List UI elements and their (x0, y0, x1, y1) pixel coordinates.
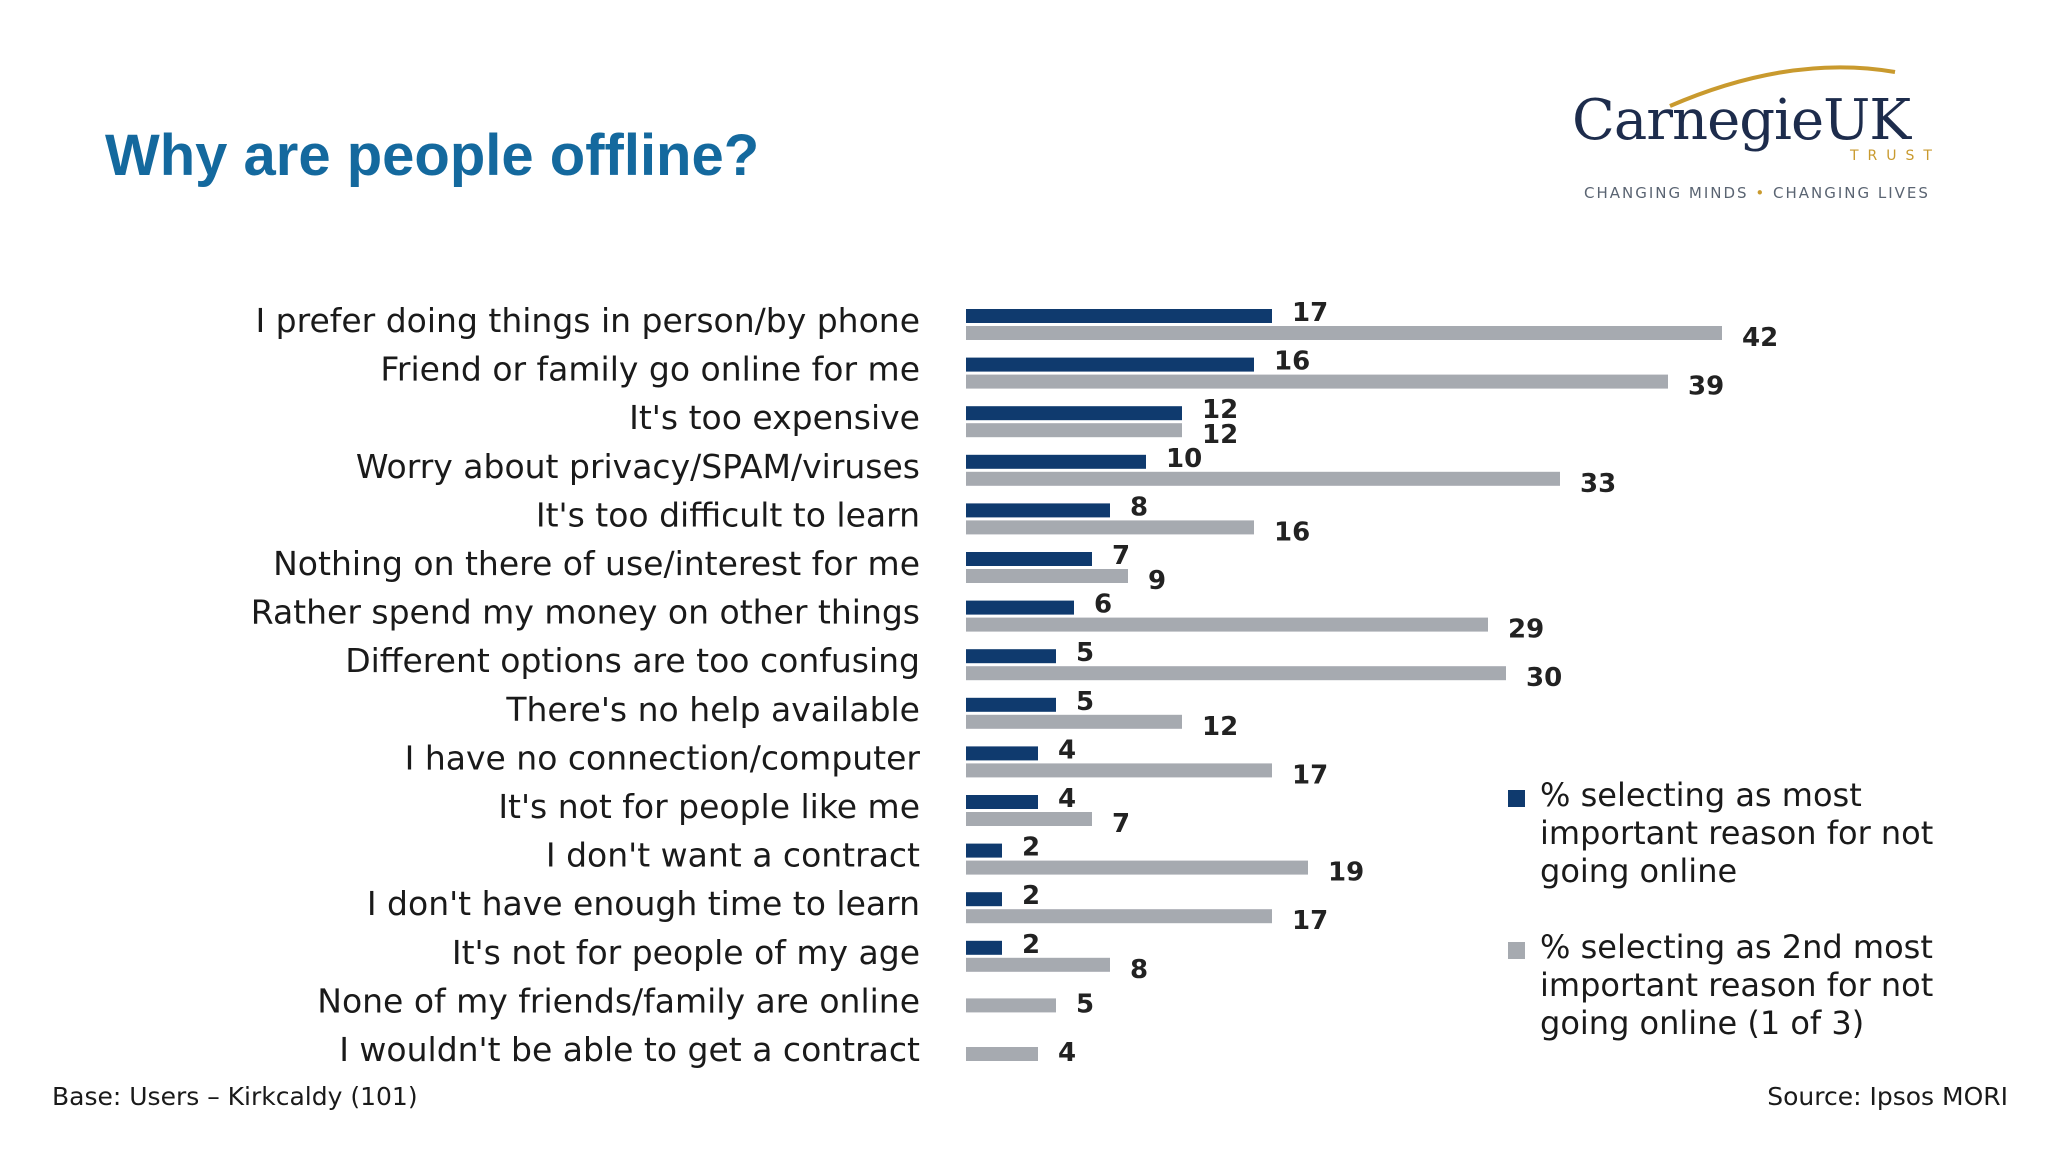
category-label: It's not for people like me (498, 787, 920, 826)
data-label-second-important: 17 (1292, 906, 1328, 936)
data-label-second-important: 33 (1580, 469, 1616, 499)
bar-second-important (966, 812, 1092, 826)
data-label-most-important: 17 (1292, 298, 1328, 328)
category-label: Rather spend my money on other things (251, 593, 920, 632)
data-label-second-important: 9 (1148, 566, 1166, 596)
carnegie-uk-logo: CarnegieUK TRUST CHANGING MINDS • CHANGI… (1560, 58, 1960, 208)
category-label: I prefer doing things in person/by phone (255, 301, 920, 340)
data-label-most-important: 10 (1166, 444, 1202, 474)
category-label: I don't want a contract (546, 836, 920, 875)
bar-most-important (966, 746, 1038, 761)
data-label-second-important: 5 (1076, 989, 1094, 1019)
bar-most-important (966, 697, 1056, 712)
logo-wordmark: CarnegieUK (1572, 88, 1911, 153)
category-label: It's not for people of my age (452, 933, 920, 972)
data-label-most-important: 4 (1058, 784, 1076, 814)
logo-tagline-right: CHANGING LIVES (1772, 184, 1930, 202)
data-label-most-important: 8 (1130, 492, 1148, 522)
category-label: It's too difficult to learn (536, 495, 920, 534)
data-label-second-important: 4 (1058, 1038, 1076, 1068)
bar-most-important (966, 503, 1110, 518)
data-label-most-important: 2 (1022, 881, 1040, 911)
logo-trust-label: TRUST (1850, 148, 1941, 164)
data-label-second-important: 29 (1508, 615, 1544, 645)
data-label-second-important: 12 (1202, 712, 1238, 742)
data-label-most-important: 2 (1022, 833, 1040, 863)
bar-most-important (966, 940, 1002, 955)
bar-most-important (966, 552, 1092, 566)
bar-most-important (966, 454, 1146, 469)
bar-second-important (966, 471, 1560, 486)
page-title: Why are people offline? (105, 123, 760, 188)
category-label: Friend or family go online for me (380, 350, 920, 389)
logo-tagline: CHANGING MINDS • CHANGING LIVES (1584, 184, 1930, 202)
category-label: It's too expensive (629, 398, 920, 437)
logo-swoosh (1669, 65, 1896, 108)
bar-second-important (966, 998, 1056, 1013)
bar-most-important (966, 357, 1254, 372)
data-label-second-important: 30 (1526, 663, 1562, 693)
logo-tagline-left: CHANGING MINDS (1584, 184, 1749, 202)
bar-second-important (966, 666, 1506, 681)
legend-swatch-second-important (1508, 942, 1525, 959)
bar-second-important (966, 763, 1272, 778)
data-label-most-important: 4 (1058, 735, 1076, 765)
bar-most-important (966, 406, 1182, 421)
bar-second-important (966, 714, 1182, 729)
category-label: I have no connection/computer (405, 738, 921, 777)
data-label-second-important: 16 (1274, 517, 1310, 547)
category-label: There's no help available (505, 690, 920, 729)
bar-second-important (966, 957, 1110, 972)
legend-swatch-most-important (1508, 790, 1525, 807)
data-label-most-important: 16 (1274, 347, 1310, 377)
data-label-second-important: 42 (1742, 323, 1778, 353)
category-label: Nothing on there of use/interest for me (273, 544, 920, 583)
bar-most-important (966, 795, 1038, 809)
data-label-most-important: 5 (1076, 687, 1094, 717)
data-label-most-important: 6 (1094, 590, 1112, 620)
bar-second-important (966, 326, 1722, 340)
bar-second-important (966, 617, 1488, 632)
category-label: None of my friends/family are online (317, 981, 920, 1020)
bar-second-important (966, 1047, 1038, 1061)
bar-second-important (966, 374, 1668, 389)
bar-second-important (966, 423, 1182, 438)
data-label-second-important: 19 (1328, 858, 1364, 888)
data-label-second-important: 7 (1112, 809, 1130, 839)
bar-most-important (966, 892, 1002, 907)
base-note: Base: Users – Kirkcaldy (101) (52, 1082, 418, 1111)
data-label-second-important: 8 (1130, 955, 1148, 985)
data-label-second-important: 12 (1202, 420, 1238, 450)
data-label-second-important: 17 (1292, 760, 1328, 790)
bar-most-important (966, 600, 1074, 615)
category-label: I wouldn't be able to get a contract (339, 1030, 920, 1069)
data-label-most-important: 7 (1112, 541, 1130, 571)
data-label-second-important: 39 (1688, 372, 1724, 402)
legend-label-most-important: % selecting as most important reason for… (1540, 776, 1934, 890)
bar-second-important (966, 520, 1254, 535)
bar-most-important (966, 843, 1002, 858)
bar-second-important (966, 569, 1128, 583)
data-label-most-important: 12 (1202, 395, 1238, 425)
source-note: Source: Ipsos MORI (1767, 1082, 2008, 1111)
data-label-most-important: 2 (1022, 930, 1040, 960)
bar-most-important (966, 649, 1056, 664)
category-label: Different options are too confusing (345, 641, 920, 680)
category-label: Worry about privacy/SPAM/viruses (356, 447, 920, 486)
bar-most-important (966, 309, 1272, 323)
bar-second-important (966, 860, 1308, 875)
bar-second-important (966, 909, 1272, 924)
category-label: I don't have enough time to learn (367, 884, 920, 923)
legend-label-second-important: % selecting as 2nd most important reason… (1540, 928, 1934, 1042)
data-label-most-important: 5 (1076, 638, 1094, 668)
logo-tagline-dot: • (1755, 184, 1767, 202)
